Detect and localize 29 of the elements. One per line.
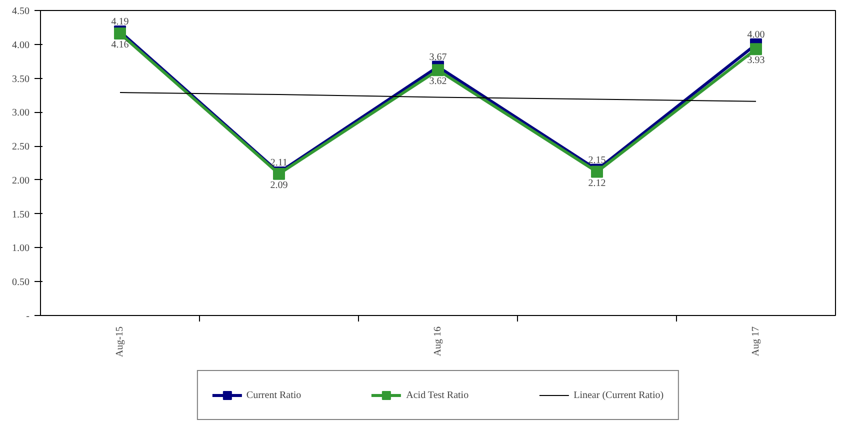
data-label: 4.16 (111, 40, 129, 51)
data-label: 2.09 (270, 180, 288, 191)
x-tick-label: Aug-15 (114, 326, 126, 358)
legend-label: Current Ratio (246, 390, 302, 400)
data-label: 3.62 (429, 76, 447, 88)
x-tick-label: Aug 16 (432, 326, 444, 356)
y-tick-label: 4.00 (12, 40, 30, 51)
y-tick-label: 2.50 (12, 142, 30, 153)
legend-label: Acid Test Ratio (406, 390, 469, 400)
y-tick-label: 1.50 (12, 209, 30, 220)
x-tick-label: Aug 17 (750, 326, 762, 356)
y-tick-label: 0.50 (12, 277, 30, 288)
line-series (120, 92, 756, 102)
data-label: 2.15 (588, 154, 606, 166)
point (750, 43, 762, 56)
data-label: 4.19 (111, 16, 129, 28)
data-label: 2.12 (588, 178, 606, 189)
y-tick-label: 3.00 (12, 108, 30, 119)
data-label: 2.11 (270, 157, 288, 168)
data-label: 3.93 (747, 55, 765, 66)
data-label: 3.67 (429, 52, 447, 63)
data-label: 4.00 (747, 29, 765, 40)
legend-label: Linear (Current Ratio) (574, 390, 664, 400)
y-tick-label: 1.00 (12, 243, 30, 254)
y-tick-label: 2.00 (12, 175, 30, 186)
y-tick-label: 4.50 (12, 6, 30, 17)
y-tick-label: - (26, 311, 30, 322)
y-tick-label: 3.50 (12, 74, 30, 85)
point (432, 64, 444, 76)
